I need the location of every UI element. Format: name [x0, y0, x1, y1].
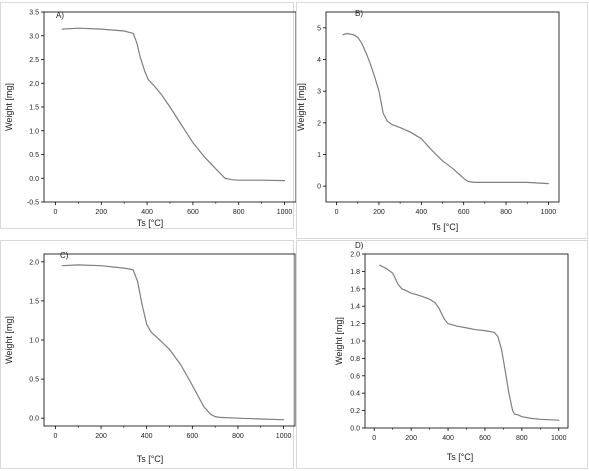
y-tick-label: 0 — [317, 184, 321, 191]
plot-area-frame — [325, 11, 560, 203]
y-tick-label: 2.5 — [29, 57, 39, 64]
x-tick-label: 1000 — [551, 435, 567, 442]
x-tick-label: 0 — [372, 435, 376, 442]
y-tick-label: 0.4 — [350, 391, 360, 398]
panel-frame — [0, 2, 294, 229]
x-tick-label: 400 — [141, 433, 153, 440]
y-tick-label: 1.6 — [350, 286, 360, 293]
y-tick-label: 3.0 — [29, 33, 39, 40]
x-tick-label: 1000 — [541, 209, 557, 216]
y-tick-label: 1 — [317, 152, 321, 159]
x-tick-label: 800 — [516, 435, 528, 442]
y-tick-label: 2 — [317, 120, 321, 127]
x-tick-label: 600 — [187, 209, 199, 216]
x-axis-title: Ts [°C] — [447, 452, 474, 462]
y-tick-label: 1.0 — [29, 128, 39, 135]
x-tick-label: 200 — [373, 209, 385, 216]
x-tick-label: 600 — [458, 209, 470, 216]
y-axis-title: Weight [mg] — [4, 316, 14, 364]
x-tick-label: 1000 — [277, 209, 293, 216]
x-tick-label: 600 — [186, 433, 198, 440]
series-line — [61, 27, 286, 182]
y-tick-label: 3 — [317, 89, 321, 96]
y-tick-label: 1.8 — [350, 269, 360, 276]
x-tick-label: 200 — [405, 435, 417, 442]
x-tick-label: 600 — [479, 435, 491, 442]
y-tick-label: 0.2 — [350, 408, 360, 415]
y-tick-label: 1.4 — [350, 304, 360, 311]
panel-label: D) — [355, 241, 364, 250]
y-tick-label: 0.0 — [350, 426, 360, 433]
x-tick-label: 400 — [442, 435, 454, 442]
y-axis-title: Weight [mg] — [334, 317, 344, 365]
chart-panel: 0 200 400 600 800 1000 0.0 0.5 1.0 1.5 2.0 C) Ts [°C… — [0, 240, 296, 469]
panel-label: B) — [355, 9, 363, 18]
chart-panel: 0 200 400 600 800 1000 0 1 2 3 4 5 B) Ts [°C] Weight [… — [296, 2, 588, 239]
panel-frame — [0, 240, 294, 469]
y-tick-label: 0.0 — [29, 176, 39, 183]
x-tick-label: 400 — [415, 209, 427, 216]
y-axis-title: Weight [mg] — [4, 83, 14, 131]
x-axis-title: Ts [°C] — [137, 218, 164, 228]
y-tick-label: 3.5 — [29, 10, 39, 17]
y-tick-label: 0.8 — [350, 356, 360, 363]
x-tick-label: 0 — [54, 209, 58, 216]
y-tick-label: 1.5 — [29, 105, 39, 112]
plot-area-frame — [43, 253, 296, 427]
x-tick-label: 800 — [500, 209, 512, 216]
x-tick-label: 0 — [53, 433, 57, 440]
y-tick-label: 0.0 — [29, 416, 39, 423]
y-tick-label: 1.0 — [350, 339, 360, 346]
x-axis-title: Ts [°C] — [432, 222, 459, 232]
panel-frame — [296, 2, 588, 239]
x-tick-label: 200 — [95, 209, 107, 216]
chart-panel: 0 200 400 600 800 1000 -0.5 0.0 0.5 1.0 1.5 2.0 2.5 3… — [0, 2, 297, 229]
panel-frame — [296, 240, 588, 469]
y-tick-label: 2.0 — [350, 252, 360, 259]
chart-panel: 0 200 400 600 800 1000 0.0 0.2 0.4 0.6 0.8 1.0 1.2 1.… — [296, 240, 588, 469]
y-tick-label: -0.5 — [27, 200, 39, 207]
y-tick-label: 1.2 — [350, 321, 360, 328]
panel-label: A) — [56, 11, 64, 20]
series-line — [61, 264, 285, 421]
y-tick-label: 0.5 — [29, 377, 39, 384]
x-tick-label: 1000 — [276, 433, 292, 440]
y-tick-label: 0.5 — [29, 152, 39, 159]
y-tick-label: 2.0 — [29, 81, 39, 88]
x-tick-label: 800 — [232, 433, 244, 440]
panel-label: C) — [60, 251, 69, 260]
x-axis-title: Ts [°C] — [137, 454, 164, 464]
y-axis-title: Weight [mg] — [296, 83, 306, 131]
y-tick-label: 5 — [317, 25, 321, 32]
x-tick-label: 200 — [95, 433, 107, 440]
x-tick-label: 800 — [233, 209, 245, 216]
y-tick-label: 1.0 — [29, 338, 39, 345]
y-tick-label: 2.0 — [29, 259, 39, 266]
series-line — [379, 264, 560, 421]
y-tick-label: 4 — [317, 57, 321, 64]
x-tick-label: 0 — [335, 209, 339, 216]
y-tick-label: 1.5 — [29, 298, 39, 305]
y-tick-label: 0.6 — [350, 373, 360, 380]
series-line — [342, 32, 550, 185]
x-tick-label: 400 — [141, 209, 153, 216]
